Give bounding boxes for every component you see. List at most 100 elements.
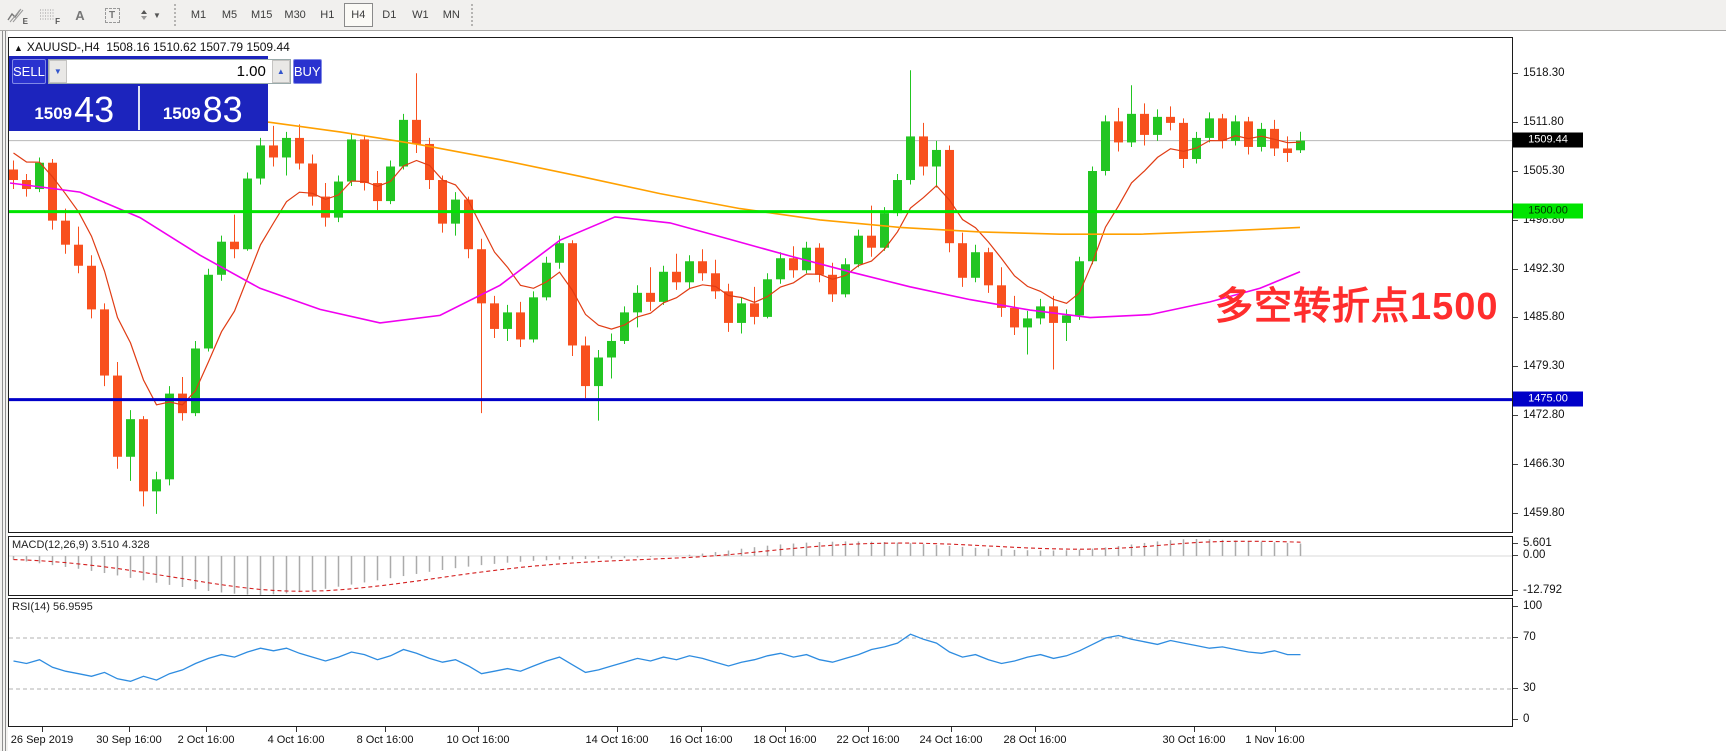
grid-template-icon[interactable]: F xyxy=(33,3,63,27)
axis-tick xyxy=(1513,688,1518,689)
timeframe-button-M5[interactable]: M5 xyxy=(221,9,238,21)
time-axis-label: 30 Oct 16:00 xyxy=(1162,734,1226,746)
time-tick xyxy=(1194,727,1195,732)
time-axis-label: 4 Oct 16:00 xyxy=(267,734,325,746)
timeframe-button-H4[interactable]: H4 xyxy=(343,3,373,27)
chevron-down-icon: ▼ xyxy=(153,10,161,20)
macd-canvas xyxy=(9,538,1512,595)
volume-increase-button[interactable]: ▲ xyxy=(271,60,290,83)
time-tick xyxy=(385,727,386,732)
volume-decrease-button[interactable]: ▼ xyxy=(48,60,67,83)
rsi-panel: RSI(14) 56.9595 xyxy=(8,598,1513,727)
macd-panel: MACD(12,26,9) 3.510 4.328 xyxy=(8,536,1513,596)
font-label-icon[interactable]: A xyxy=(75,7,85,23)
timeframe-button-D1[interactable]: D1 xyxy=(382,9,397,21)
price-axis-label: 1492.30 xyxy=(1523,262,1565,275)
toolbar-separator xyxy=(174,4,179,26)
rsi-canvas xyxy=(9,633,1512,690)
one-click-trading-panel: SELL ▼ ▲ BUY 1509 43 1509 83 xyxy=(9,56,322,131)
axis-tick xyxy=(1513,219,1518,221)
price-axis-label: 1505.30 xyxy=(1523,164,1565,177)
timeframe-button-H1[interactable]: H1 xyxy=(320,9,335,21)
time-axis-label: 18 Oct 16:00 xyxy=(753,734,817,746)
axis-tick xyxy=(1513,637,1518,638)
price-axis-label: 1479.30 xyxy=(1523,360,1565,373)
volume-input[interactable] xyxy=(66,60,272,83)
timeframe-button-M15[interactable]: M15 xyxy=(251,9,273,21)
axis-tick xyxy=(1513,121,1518,123)
macd-axis-label: -12.792 xyxy=(1523,584,1563,596)
icon-glyph: E xyxy=(22,17,28,26)
axis-tick xyxy=(1513,415,1518,417)
axis-tick xyxy=(1513,268,1518,270)
axis-tick xyxy=(1513,590,1518,591)
symbol-period-label: XAUUSD-,H4 xyxy=(26,40,100,54)
timeframe-button-MN[interactable]: MN xyxy=(442,9,460,21)
axis-tick xyxy=(1513,543,1518,544)
window-edge-strip xyxy=(0,31,8,751)
macd-axis-label: 5.601 xyxy=(1523,537,1552,549)
time-tick xyxy=(1035,727,1036,732)
time-tick xyxy=(701,727,702,732)
axis-tick xyxy=(1513,317,1518,319)
time-tick xyxy=(617,727,618,732)
time-axis-label: 10 Oct 16:00 xyxy=(446,734,510,746)
price-axis[interactable]: 1518.30 1511.80 1505.30 1498.80 1492.30 1485.… xyxy=(1513,31,1726,751)
level-price-badge: 1475.00 xyxy=(1513,391,1583,407)
chart-annotation: 多空转折点1500 xyxy=(1215,286,1499,328)
time-tick xyxy=(951,727,952,732)
time-tick xyxy=(129,727,130,732)
time-axis-label: 22 Oct 16:00 xyxy=(836,734,900,746)
axis-tick xyxy=(1513,73,1518,74)
time-axis-label: 30 Sep 16:00 xyxy=(96,734,162,746)
rsi-axis-label: 30 xyxy=(1523,682,1536,694)
level-price-badge: 1500.00 xyxy=(1513,203,1583,219)
axis-tick xyxy=(1513,366,1518,368)
ohlc-values: 1508.16 1510.62 1507.79 1509.44 xyxy=(106,40,290,54)
time-tick xyxy=(478,727,479,732)
timeframe-button-M1[interactable]: M1 xyxy=(190,9,207,21)
text-box-icon[interactable]: T xyxy=(97,3,127,27)
timeframe-group: M1 M5 M15 M30 H1 H4 D1 W1 MN xyxy=(183,3,467,27)
price-axis-label: 1466.30 xyxy=(1523,458,1565,471)
time-axis-label: 24 Oct 16:00 xyxy=(919,734,983,746)
timeframe-button-M30[interactable]: M30 xyxy=(284,9,306,21)
axis-tick xyxy=(1513,719,1518,720)
time-axis-label: 28 Oct 16:00 xyxy=(1003,734,1067,746)
timeframe-button-W1[interactable]: W1 xyxy=(412,9,429,21)
time-tick xyxy=(296,727,297,732)
rsi-label: RSI(14) 56.9595 xyxy=(12,601,93,613)
sort-objects-icon[interactable]: ▼ xyxy=(129,3,169,27)
price-axis-label: 1472.80 xyxy=(1523,409,1565,422)
price-axis-label: 1511.80 xyxy=(1523,115,1564,128)
time-axis[interactable]: 26 Sep 2019 30 Sep 16:00 2 Oct 16:00 4 Oct … xyxy=(8,727,1513,751)
rsi-axis-label: 70 xyxy=(1523,631,1536,643)
rsi-axis-label: 100 xyxy=(1523,600,1543,612)
bid-price[interactable]: 1509 43 xyxy=(11,86,140,130)
time-tick xyxy=(206,727,207,732)
ask-price[interactable]: 1509 83 xyxy=(162,89,243,130)
toolbar: E F A T ▼ M1 M5 M15 M30 H1 H4 D1 W1 MN xyxy=(0,0,1726,31)
collapse-triangle-icon[interactable]: ▲ xyxy=(14,43,23,53)
buy-button[interactable]: BUY xyxy=(292,59,322,84)
icon-glyph: F xyxy=(55,17,60,26)
main-chart-panel: ▲ XAUUSD-,H4 1508.16 1510.62 1507.79 1509… xyxy=(8,37,1513,533)
sell-button[interactable]: SELL xyxy=(12,59,46,84)
volume-spinner: ▼ ▲ xyxy=(47,59,291,84)
time-axis-label: 26 Sep 2019 xyxy=(10,734,74,746)
chart-title: ▲ XAUUSD-,H4 1508.16 1510.62 1507.79 1509… xyxy=(14,40,290,54)
indicators-chart-icon[interactable]: E xyxy=(1,3,31,27)
axis-tick xyxy=(1513,170,1518,172)
time-axis-label: 14 Oct 16:00 xyxy=(585,734,649,746)
time-axis-label: 8 Oct 16:00 xyxy=(356,734,414,746)
price-axis-label: 1485.80 xyxy=(1523,311,1565,324)
rsi-axis-label: 0 xyxy=(1523,713,1530,725)
axis-tick xyxy=(1513,555,1518,556)
time-axis-label: 2 Oct 16:00 xyxy=(177,734,235,746)
price-axis-label: 1459.80 xyxy=(1523,506,1565,519)
time-tick xyxy=(785,727,786,732)
macd-axis-label: 0.00 xyxy=(1523,549,1546,561)
axis-tick xyxy=(1513,512,1518,514)
axis-tick xyxy=(1513,606,1518,607)
